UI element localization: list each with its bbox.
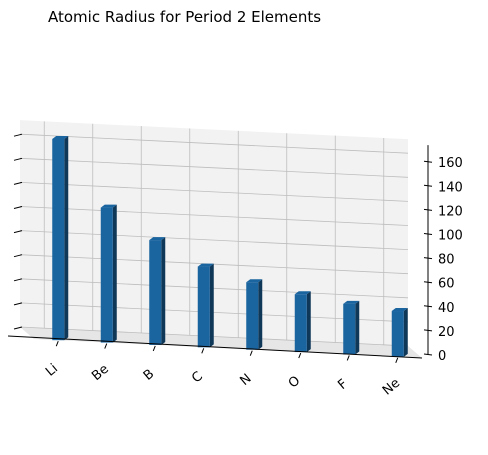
bar-front [246,282,259,350]
bar-front [100,207,113,343]
bar-top [100,204,117,208]
x-tick-label: Be [89,362,112,384]
z-tick-label: 160 [438,156,463,171]
x-tick [346,355,350,361]
back-pane-face [20,120,408,347]
x-tick [201,348,205,354]
z-tick-left [13,278,23,282]
z-tick [423,184,433,187]
x-tick-label: Ne [380,376,403,399]
grid-line-z [19,254,409,275]
bar-side [64,135,69,341]
z-tick [423,353,433,356]
grid-line-z [19,206,409,226]
bars [52,135,408,357]
x-axis-line [7,335,423,359]
z-tick-left [13,302,23,306]
z-tick [423,257,433,260]
grid-line-z [19,230,409,250]
back-pane [20,120,422,358]
grid-line-z [19,157,409,178]
bar-front [294,294,307,353]
x-tick-label: O [286,373,303,391]
x-tick-label: F [335,377,350,393]
z-tick-left [13,206,23,209]
x-tick [249,350,253,356]
z-tick-label: 20 [438,325,455,340]
bar-front [343,303,356,355]
z-tick [423,329,433,332]
x-tick [55,341,59,347]
z-tick-label: 100 [438,229,463,244]
bar [52,135,69,341]
bar [149,237,166,345]
bar-side [355,300,360,355]
bar-front [52,138,65,341]
bar-top [149,237,166,241]
bar-side [161,237,166,345]
z-tick-left [13,157,23,161]
z-axis: 0 20 40 60 80 100 120 140 160 [13,133,463,364]
z-tick [423,208,433,211]
z-tick-label: 40 [438,301,455,316]
x-tick [104,343,108,349]
z-tick-left [13,254,23,258]
z-tick [423,305,433,308]
grid-line-z [19,133,409,154]
bar [246,279,263,350]
x-tick-label: B [141,367,157,384]
bar [391,308,408,357]
bar-side [209,263,214,348]
bar [294,291,311,353]
x-tick-label: N [237,371,254,389]
bar-side [258,279,263,350]
bar-top [391,308,408,312]
bar-side [306,291,311,353]
bar-top [197,263,214,267]
floor-pane [20,327,422,358]
bar-front [197,266,210,348]
z-tick-left [13,230,23,234]
z-tick [423,233,433,235]
bar-top [343,300,360,304]
x-tick-label: Li [43,361,61,379]
bar-top [246,279,263,283]
bar-front [391,311,404,357]
bar-side [112,204,117,343]
bar [100,204,117,343]
bar-front [149,240,162,345]
z-tick-left [13,181,23,185]
bar-side [403,308,408,357]
bar [197,263,214,348]
z-tick-left [13,133,23,137]
z-tick-label: 0 [438,349,446,364]
x-tick [152,345,156,352]
z-tick-left [13,326,23,330]
bar [343,300,360,355]
x-tick [298,352,302,359]
z-tick [423,281,433,284]
z-tick [423,160,433,163]
z-tick-label: 140 [438,180,463,195]
chart-title: Atomic Radius for Period 2 Elements [48,8,321,26]
bar-top [294,291,311,295]
bar-top [52,135,69,139]
z-tick-label: 60 [438,277,455,292]
x-tick [395,357,399,363]
x-tick-label: C [189,369,206,386]
grid-line-z [19,182,409,202]
z-tick-label: 120 [438,204,463,219]
z-tick-label: 80 [438,253,455,268]
grid-line-z [19,278,409,299]
